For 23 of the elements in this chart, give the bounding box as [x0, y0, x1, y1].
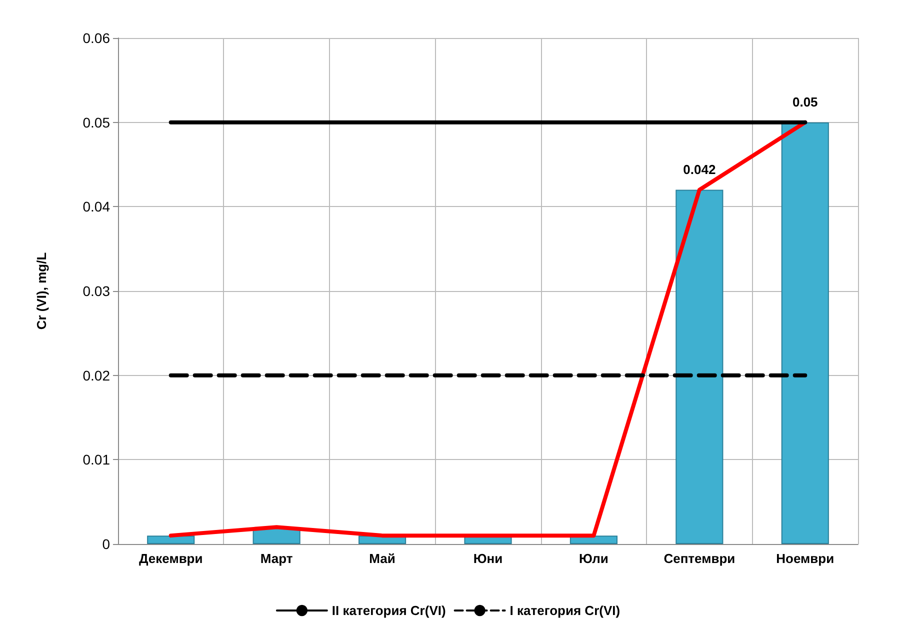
y-tick-label: 0.05	[82, 114, 110, 130]
line-series	[168, 120, 808, 538]
y-tick-label: 0.06	[82, 30, 110, 46]
bar	[147, 536, 195, 544]
x-tick-label: Март	[260, 551, 293, 566]
bar	[781, 122, 829, 544]
legend-label: I категория Cr(VI)	[510, 603, 620, 618]
data-label: 0.042	[683, 162, 716, 177]
y-tick-label: 0.03	[82, 283, 110, 299]
x-tick-label: Юли	[579, 551, 608, 566]
x-tick-label: Декември	[138, 551, 203, 566]
y-axis-title: Cr (VI), mg/L	[34, 252, 49, 330]
x-tick-label: Юни	[473, 551, 503, 566]
data-label: 0.05	[792, 94, 818, 110]
x-tick-label: Ноември	[776, 551, 834, 566]
y-tick-label: 0.02	[82, 367, 110, 384]
x-tick-label: Май	[369, 551, 396, 566]
y-tick-label: 0.04	[82, 198, 110, 215]
y-tick-label: 0.01	[82, 452, 110, 468]
bar	[676, 190, 724, 544]
x-tick-label: Септември	[664, 551, 736, 566]
y-tick-label: 0	[102, 536, 110, 552]
legend-label: II категория Cr(VI)	[332, 603, 446, 618]
